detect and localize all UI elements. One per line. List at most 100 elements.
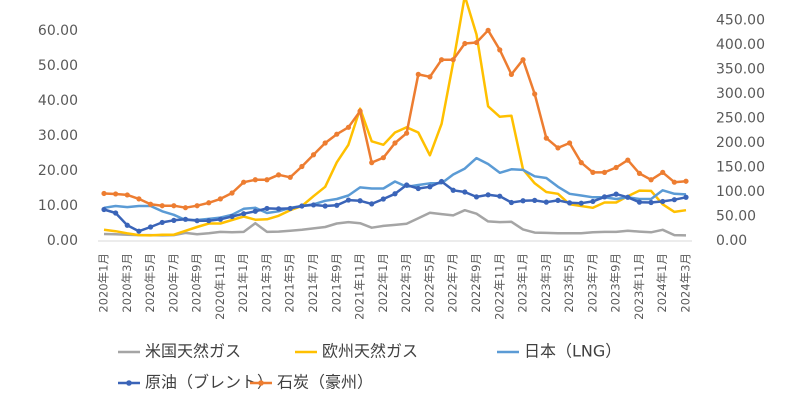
y-tick-label: 30.00 <box>38 128 78 144</box>
y-tick-label: 70.00 <box>38 0 78 4</box>
point-marker <box>648 177 654 183</box>
point-marker <box>276 206 282 212</box>
point-marker <box>206 200 212 206</box>
point-marker <box>136 228 142 234</box>
point-marker <box>660 198 666 205</box>
point-marker <box>136 196 142 202</box>
point-marker <box>241 179 247 185</box>
point-marker <box>194 203 200 209</box>
y2-tick-label: 450.00 <box>716 13 765 29</box>
y-tick-label: 0.00 <box>47 233 78 249</box>
point-marker <box>462 40 468 47</box>
x-tick-label: 2022年11月 <box>492 253 506 320</box>
point-marker <box>671 179 677 185</box>
x-tick-label: 2022年5月 <box>422 253 436 313</box>
point-marker <box>485 27 491 33</box>
point-marker <box>182 205 189 211</box>
x-tick-label: 2023年7月 <box>585 253 599 313</box>
point-marker <box>567 200 573 206</box>
point-marker <box>392 191 398 197</box>
point-marker <box>438 178 445 185</box>
y2-tick-label: 400.00 <box>716 37 765 53</box>
point-marker <box>194 218 200 224</box>
point-marker <box>310 202 317 208</box>
point-marker <box>113 191 119 197</box>
point-marker <box>520 198 526 204</box>
point-marker <box>578 200 584 206</box>
point-marker <box>415 185 421 192</box>
x-tick-label: 2021年5月 <box>283 253 297 313</box>
point-marker <box>613 191 619 197</box>
y-tick-label: 60.00 <box>38 23 78 39</box>
point-marker <box>671 197 677 203</box>
point-marker <box>159 219 165 226</box>
point-marker <box>380 196 386 202</box>
point-marker <box>438 57 445 63</box>
x-tick-label: 2021年11月 <box>353 253 367 320</box>
point-marker <box>567 140 573 146</box>
point-marker <box>147 201 154 207</box>
y2-tick-label: 300.00 <box>716 86 765 102</box>
point-marker <box>171 217 177 223</box>
point-marker <box>497 47 503 53</box>
y-tick-label: 10.00 <box>38 198 78 214</box>
point-marker <box>217 216 223 222</box>
point-marker <box>159 203 165 209</box>
legend-label: 原油（ブレント） <box>145 373 273 392</box>
point-marker <box>101 190 107 197</box>
point-marker <box>287 174 293 180</box>
x-tick-label: 2020年7月 <box>166 253 180 313</box>
legend-marker <box>126 380 132 386</box>
point-marker <box>252 208 258 214</box>
legend-label: 石炭（豪州） <box>277 373 373 392</box>
point-marker <box>182 216 189 222</box>
point-marker <box>636 170 643 176</box>
point-marker <box>601 194 608 200</box>
point-marker <box>578 160 584 166</box>
x-tick-label: 2024年3月 <box>679 253 693 313</box>
y2-tick-label: 100.00 <box>716 184 765 200</box>
point-marker <box>590 198 596 205</box>
point-marker <box>322 140 328 146</box>
point-marker <box>229 213 235 220</box>
point-marker <box>147 224 154 230</box>
y2-tick-label: 200.00 <box>716 135 765 151</box>
point-marker <box>124 192 130 198</box>
point-marker <box>310 152 317 158</box>
point-marker <box>334 202 340 208</box>
y2-tick-label: 0.00 <box>716 233 747 249</box>
point-marker <box>404 130 410 136</box>
x-tick-label: 2021年3月 <box>259 253 273 313</box>
point-marker <box>473 39 480 46</box>
point-marker <box>264 205 270 212</box>
y-tick-label: 40.00 <box>38 93 78 109</box>
x-tick-label: 2023年5月 <box>562 253 576 313</box>
point-marker <box>508 71 514 77</box>
point-marker <box>683 178 689 184</box>
point-marker <box>636 199 643 205</box>
point-marker <box>532 197 538 203</box>
x-tick-label: 2023年1月 <box>516 253 530 313</box>
point-marker <box>322 203 328 209</box>
point-marker <box>508 199 514 206</box>
point-marker <box>555 145 561 151</box>
x-tick-label: 2020年3月 <box>120 253 134 313</box>
point-marker <box>497 193 503 199</box>
point-marker <box>345 124 352 130</box>
point-marker <box>380 155 386 161</box>
point-marker <box>660 169 666 175</box>
x-tick-label: 2020年11月 <box>213 253 227 320</box>
series-line <box>103 208 687 237</box>
point-marker <box>590 169 596 175</box>
legend-label: 欧州天然ガス <box>322 342 418 361</box>
y2-tick-label: 250.00 <box>716 111 765 127</box>
point-marker <box>229 190 235 196</box>
point-marker <box>520 57 526 63</box>
point-marker <box>357 198 363 204</box>
x-tick-label: 2022年7月 <box>446 253 460 313</box>
point-marker <box>276 172 282 178</box>
point-marker <box>473 194 480 200</box>
legend-marker <box>258 380 264 386</box>
point-marker <box>124 222 130 228</box>
legend-label: 日本（LNG） <box>524 342 621 361</box>
